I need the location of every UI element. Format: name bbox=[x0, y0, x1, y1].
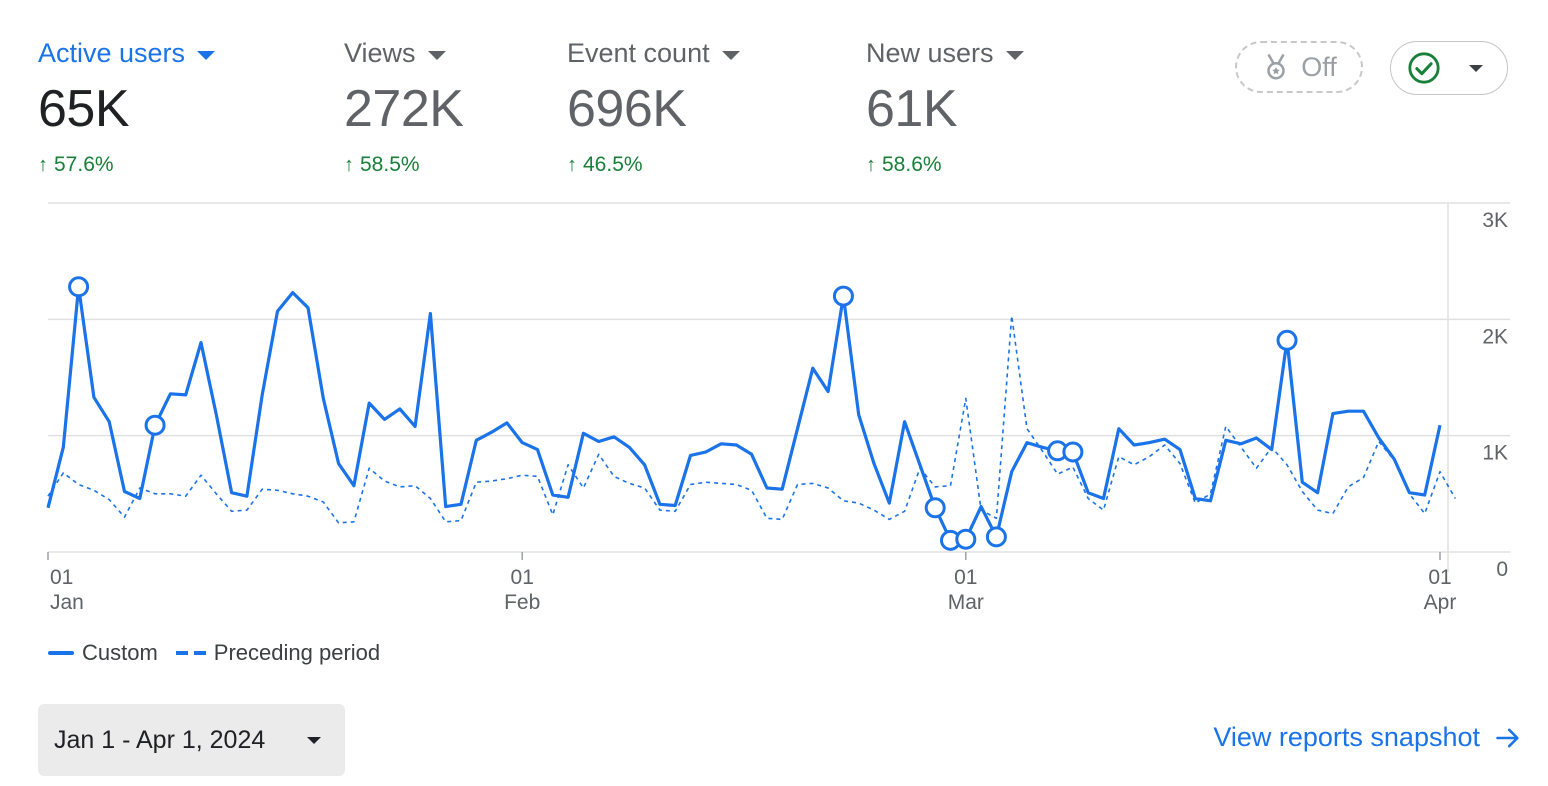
view-reports-snapshot-link[interactable]: View reports snapshot bbox=[1213, 722, 1522, 753]
anomaly-marker bbox=[955, 528, 977, 550]
arrow-up-icon: ↑ bbox=[567, 153, 577, 176]
check-circle-icon bbox=[1408, 52, 1440, 84]
chart-legend: Custom Preceding period bbox=[48, 640, 380, 666]
caret-down-icon bbox=[197, 50, 216, 60]
x-tick-label-day: 01 bbox=[511, 566, 534, 589]
x-tick-label-month: Jan bbox=[50, 591, 84, 614]
medal-icon bbox=[1267, 53, 1285, 80]
anomaly-marker bbox=[985, 526, 1007, 548]
anomaly-toggle-label: Off bbox=[1301, 51, 1337, 82]
anomaly-marker bbox=[1062, 441, 1084, 463]
date-range-label: Jan 1 - Apr 1, 2024 bbox=[54, 725, 266, 754]
series-line-custom bbox=[46, 285, 1442, 542]
metric-value: 272K bbox=[344, 80, 464, 138]
legend-label-preceding: Preceding period bbox=[213, 640, 381, 665]
x-tick-label-month: Mar bbox=[948, 591, 984, 614]
metric-change: ↑ 57.6% bbox=[38, 153, 215, 177]
metric-label: New users bbox=[866, 38, 994, 68]
metric-value: 61K bbox=[866, 80, 958, 138]
metric-change: ↑ 58.6% bbox=[866, 153, 1024, 177]
metric-event-count[interactable]: Event count 696K ↑ 46.5% bbox=[567, 38, 740, 177]
compare-dropdown[interactable] bbox=[1390, 41, 1508, 95]
metric-views[interactable]: Views 272K ↑ 58.5% bbox=[344, 38, 464, 177]
x-tick-label-day: 01 bbox=[50, 566, 73, 589]
metric-change-value: 46.5% bbox=[583, 153, 643, 176]
metric-value: 65K bbox=[38, 80, 130, 138]
arrow-up-icon: ↑ bbox=[866, 153, 876, 176]
x-tick-label-month: Apr bbox=[1424, 591, 1457, 614]
caret-down-icon bbox=[307, 736, 321, 744]
legend-label-custom: Custom bbox=[82, 640, 158, 665]
metric-change-value: 58.6% bbox=[882, 153, 942, 176]
legend-solid-swatch bbox=[48, 651, 74, 655]
legend-item-custom: Custom bbox=[48, 640, 158, 666]
x-tick-label-day: 01 bbox=[1428, 566, 1451, 589]
metric-label: Active users bbox=[38, 38, 186, 68]
metric-change-value: 58.5% bbox=[360, 153, 420, 176]
date-range-picker[interactable]: Jan 1 - Apr 1, 2024 bbox=[38, 704, 345, 776]
caret-down-icon bbox=[427, 50, 446, 60]
metric-new-users[interactable]: New users 61K ↑ 58.6% bbox=[866, 38, 1024, 177]
arrow-up-icon: ↑ bbox=[344, 153, 354, 176]
y-tick-label: 1K bbox=[1482, 442, 1508, 465]
arrow-up-icon: ↑ bbox=[38, 153, 48, 176]
arrow-right-icon bbox=[1496, 728, 1519, 747]
anomaly-marker bbox=[832, 285, 854, 307]
metric-label: Event count bbox=[567, 38, 710, 68]
anomaly-marker bbox=[924, 497, 946, 519]
caret-down-icon bbox=[1005, 50, 1024, 60]
y-tick-label: 0 bbox=[1496, 558, 1508, 581]
legend-dashed-swatch bbox=[175, 651, 206, 655]
metric-label-dropdown[interactable]: Views bbox=[344, 38, 463, 69]
y-tick-label: 2K bbox=[1482, 325, 1508, 348]
metric-label-dropdown[interactable]: Event count bbox=[567, 38, 740, 69]
metric-active-users[interactable]: Active users 65K ↑ 57.6% bbox=[38, 38, 216, 177]
caret-down-icon bbox=[721, 50, 740, 60]
y-tick-label: 3K bbox=[1482, 209, 1508, 232]
x-tick-label-month: Feb bbox=[504, 591, 540, 614]
x-tick-label-day: 01 bbox=[954, 566, 977, 589]
metric-label-dropdown[interactable]: New users bbox=[866, 38, 1024, 69]
caret-down-icon bbox=[1469, 64, 1483, 72]
snapshot-link-label: View reports snapshot bbox=[1213, 722, 1480, 752]
anomaly-marker bbox=[1276, 329, 1298, 351]
anomaly-marker bbox=[144, 414, 166, 436]
metric-label-dropdown[interactable]: Active users bbox=[38, 38, 216, 69]
metric-change-value: 57.6% bbox=[54, 153, 114, 176]
anomaly-toggle[interactable]: Off bbox=[1235, 41, 1363, 93]
anomaly-marker bbox=[68, 276, 90, 298]
metric-label: Views bbox=[344, 38, 416, 68]
metric-change: ↑ 46.5% bbox=[567, 153, 740, 177]
metric-value: 696K bbox=[567, 80, 687, 138]
legend-item-preceding: Preceding period bbox=[175, 640, 381, 666]
metric-change: ↑ 58.5% bbox=[344, 153, 463, 177]
